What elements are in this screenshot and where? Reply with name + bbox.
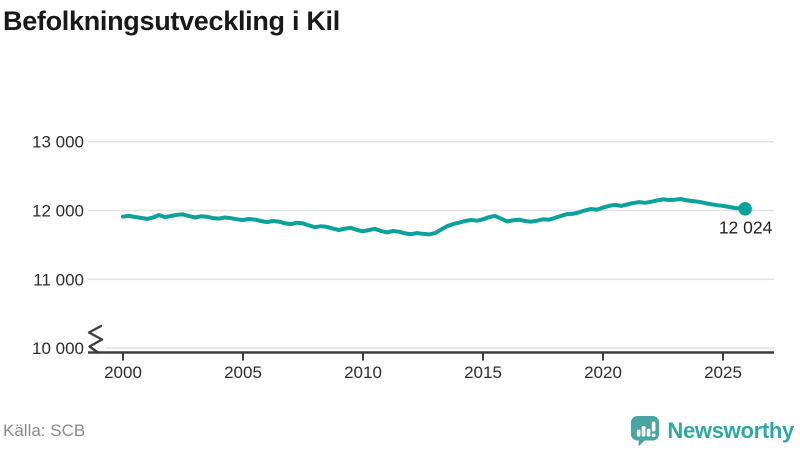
x-tick-label: 2025 <box>704 363 742 382</box>
population-line <box>121 197 748 237</box>
y-tick-label: 11 000 <box>33 270 84 289</box>
y-tick-label: 10 000 <box>32 339 84 358</box>
latest-value-label: 12 024 <box>719 217 773 237</box>
newsworthy-brand-link[interactable]: Newsworthy <box>630 415 794 447</box>
source-note: Källa: SCB <box>3 421 86 440</box>
chart-footer: Källa: SCB Newsworthy <box>0 412 800 450</box>
newsworthy-logo-icon <box>631 416 660 447</box>
newsworthy-wordmark: Newsworthy <box>667 418 794 443</box>
x-tick-label: 2020 <box>584 363 622 382</box>
axis-break-icon <box>87 324 104 354</box>
x-tick-label: 2010 <box>344 363 382 382</box>
page-title: Befolkningsutveckling i Kil <box>3 6 340 36</box>
x-tick-label: 2015 <box>464 363 502 382</box>
x-tick-label: 2005 <box>224 363 262 382</box>
latest-value-marker <box>738 202 752 216</box>
y-tick-label: 13 000 <box>32 133 84 152</box>
x-tick-label: 2000 <box>104 363 142 382</box>
logo-bar-chart-glyph <box>637 421 656 438</box>
y-tick-label: 12 000 <box>32 202 84 221</box>
